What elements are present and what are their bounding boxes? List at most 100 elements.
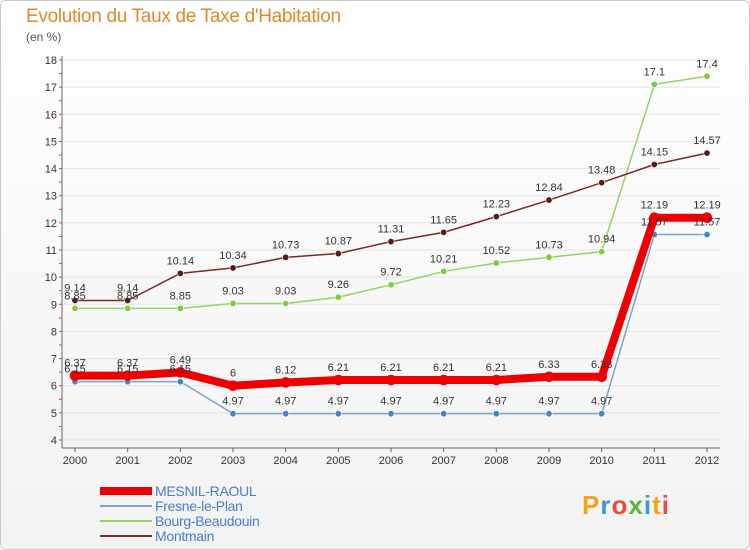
data-point xyxy=(545,253,553,261)
data-label: 6.15 xyxy=(170,364,191,376)
data-label: 6.15 xyxy=(117,364,138,376)
y-tick-label: 12 xyxy=(45,218,57,230)
data-label: 10.73 xyxy=(535,239,563,251)
data-label: 11.31 xyxy=(378,224,405,236)
y-tick-label: 4 xyxy=(51,435,57,447)
x-tick-label: 2000 xyxy=(63,455,87,467)
data-point xyxy=(122,370,133,381)
data-point xyxy=(282,253,290,261)
y-tick-label: 13 xyxy=(45,191,57,203)
data-point xyxy=(387,238,395,246)
data-label: 17.1 xyxy=(644,66,665,78)
data-label: 4.97 xyxy=(222,396,243,408)
data-label: 9.14 xyxy=(117,282,138,294)
data-point xyxy=(703,149,711,157)
data-point xyxy=(491,374,502,386)
data-label: 4.97 xyxy=(328,396,349,408)
data-point xyxy=(598,248,606,256)
data-point xyxy=(176,269,184,277)
x-tick-label: 2003 xyxy=(221,455,245,467)
data-point xyxy=(229,299,237,307)
data-point xyxy=(650,80,658,88)
brand-letter: t xyxy=(652,490,662,520)
y-tick-label: 17 xyxy=(45,82,57,94)
data-point xyxy=(703,72,711,80)
data-label: 12.84 xyxy=(535,182,563,194)
data-label: 6.21 xyxy=(380,362,401,374)
data-point xyxy=(649,212,660,223)
data-label: 14.57 xyxy=(693,135,721,147)
y-tick-label: 6 xyxy=(51,381,57,393)
data-point xyxy=(69,370,81,381)
data-label: 4.97 xyxy=(275,396,296,408)
data-label: 6.37 xyxy=(64,358,85,370)
x-tick-label: 2006 xyxy=(379,455,403,467)
data-point xyxy=(492,259,500,267)
x-tick-label: 2004 xyxy=(273,455,297,467)
legend-swatch xyxy=(100,520,152,522)
data-point xyxy=(703,231,711,239)
x-tick-label: 2010 xyxy=(589,455,613,467)
data-label: 9.26 xyxy=(328,279,349,291)
legend-label: Fresne-le-Plan xyxy=(155,498,243,514)
data-point xyxy=(440,410,448,418)
data-label: 10.34 xyxy=(219,250,247,262)
y-axis-unit: (en %) xyxy=(26,30,62,44)
brand-letter: i xyxy=(643,490,653,520)
data-point xyxy=(596,371,607,383)
legend-label: MESNIL-RAOUL xyxy=(155,483,257,499)
y-tick-label: 18 xyxy=(45,55,57,67)
x-tick-label: 2001 xyxy=(115,455,139,467)
y-tick-label: 14 xyxy=(45,164,57,176)
data-point xyxy=(175,367,186,378)
data-point xyxy=(701,212,713,223)
data-label: 4.97 xyxy=(591,396,612,408)
data-point xyxy=(598,179,606,187)
x-tick-label: 2007 xyxy=(431,455,455,467)
data-label: 8.85 xyxy=(170,290,191,302)
brand-letter: P xyxy=(582,490,601,520)
data-label: 8.85 xyxy=(64,290,85,302)
brand-letter: o xyxy=(611,490,629,520)
data-point xyxy=(650,161,658,169)
x-tick-label: 2009 xyxy=(537,455,561,467)
data-point xyxy=(282,410,290,418)
data-point xyxy=(334,410,342,418)
y-tick-label: 7 xyxy=(51,354,57,366)
data-label: 12.23 xyxy=(483,199,511,211)
data-point xyxy=(598,410,606,418)
brand-letter: x xyxy=(628,490,644,520)
data-label: 11.57 xyxy=(641,217,668,229)
data-label: 8.85 xyxy=(117,290,138,302)
data-point xyxy=(543,371,555,383)
y-tick-label: 9 xyxy=(51,299,57,311)
data-label: 14.15 xyxy=(641,147,669,159)
data-label: 11.65 xyxy=(430,214,457,226)
data-point xyxy=(334,293,342,301)
y-tick-label: 15 xyxy=(45,136,57,148)
data-point xyxy=(124,304,132,312)
brand-letter: i xyxy=(661,490,670,520)
data-point xyxy=(334,250,342,258)
data-point xyxy=(387,410,395,418)
data-point xyxy=(176,304,184,312)
data-point xyxy=(176,378,184,386)
data-label: 6.15 xyxy=(64,364,85,376)
data-point xyxy=(333,374,344,386)
data-label: 6.21 xyxy=(328,362,349,374)
data-label: 10.52 xyxy=(483,245,511,257)
data-point xyxy=(545,410,553,418)
data-label: 10.14 xyxy=(167,255,195,267)
data-label: 9.03 xyxy=(222,285,243,297)
data-point xyxy=(438,374,449,386)
data-label: 6.33 xyxy=(538,359,559,371)
data-label: 4.97 xyxy=(538,396,559,408)
data-point xyxy=(385,374,397,386)
data-label: 12.19 xyxy=(693,200,721,212)
data-point xyxy=(440,228,448,236)
data-label: 6.12 xyxy=(275,364,296,376)
x-tick-label: 2011 xyxy=(643,455,667,467)
data-point xyxy=(229,410,237,418)
